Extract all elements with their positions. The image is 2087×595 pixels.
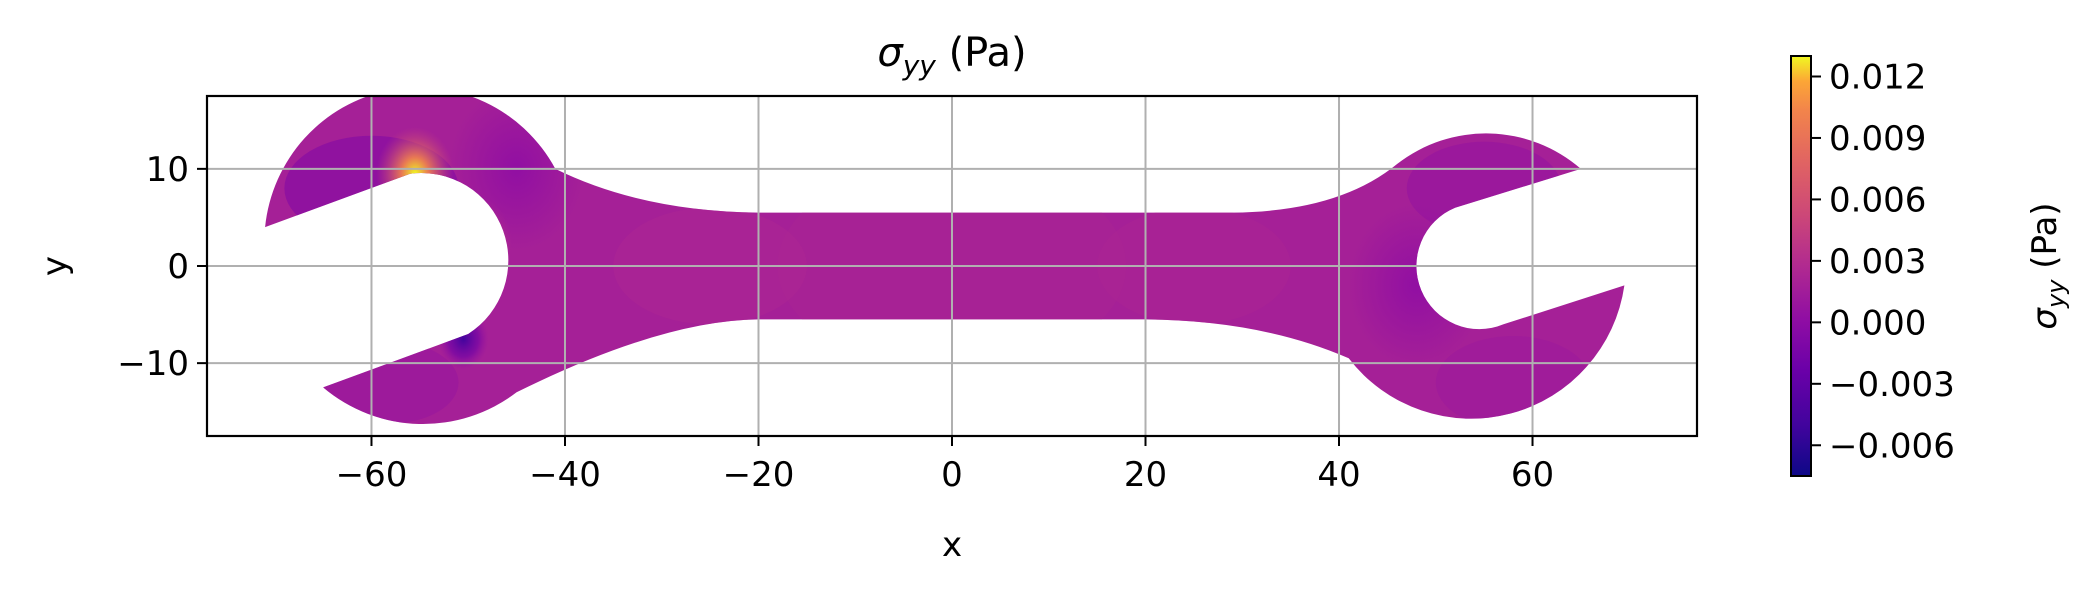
plot-area: −60 −40 −20 0 20 40 60 10 0 −10 bbox=[117, 94, 1699, 495]
colorbar: 0.012 0.009 0.006 0.003 0.000 −0.003 −0.006 σy… bbox=[1790, 55, 2070, 477]
x-tick-label: −20 bbox=[723, 455, 795, 495]
x-axis-label: x bbox=[942, 525, 962, 565]
x-tick-label: 20 bbox=[1124, 455, 1167, 495]
colorbar-tick-label: −0.006 bbox=[1829, 426, 1955, 466]
colorbar-tick-label: 0.012 bbox=[1829, 57, 1926, 97]
title-symbol: σ bbox=[877, 30, 904, 76]
x-tick-label: −60 bbox=[336, 455, 408, 495]
y-tick-label: 10 bbox=[146, 150, 189, 190]
y-tick-label: −10 bbox=[117, 344, 189, 384]
colorbar-label: σyy (Pa) bbox=[2025, 202, 2070, 329]
colorbar-gradient bbox=[1790, 55, 1812, 477]
x-tick-label: 60 bbox=[1511, 455, 1554, 495]
y-axis-ticks: 10 0 −10 bbox=[117, 150, 207, 384]
grid bbox=[207, 96, 1697, 436]
chart-title: σyy (Pa) bbox=[877, 30, 1026, 82]
title-unit: (Pa) bbox=[936, 30, 1027, 76]
colorbar-tick-label: 0.003 bbox=[1829, 242, 1926, 282]
colorbar-tick-label: 0.006 bbox=[1829, 180, 1926, 220]
y-axis-label: y bbox=[35, 256, 75, 276]
colorbar-tick-label: −0.003 bbox=[1829, 365, 1955, 405]
x-tick-label: 0 bbox=[941, 455, 963, 495]
colorbar-label-subscript: yy bbox=[2042, 279, 2070, 309]
x-tick-label: −40 bbox=[529, 455, 601, 495]
y-tick-label: 0 bbox=[167, 247, 189, 287]
colorbar-label-symbol: σ bbox=[2025, 307, 2065, 330]
x-axis-ticks: −60 −40 −20 0 20 40 60 bbox=[336, 436, 1554, 495]
colorbar-tick-label: 0.009 bbox=[1829, 119, 1926, 159]
colorbar-label-unit: (Pa) bbox=[2025, 202, 2065, 279]
colorbar-ticks: 0.012 0.009 0.006 0.003 0.000 −0.003 −0.006 bbox=[1811, 57, 1955, 466]
title-subscript: yy bbox=[902, 49, 937, 82]
colorbar-tick-label: 0.000 bbox=[1829, 303, 1926, 343]
x-tick-label: 40 bbox=[1317, 455, 1360, 495]
